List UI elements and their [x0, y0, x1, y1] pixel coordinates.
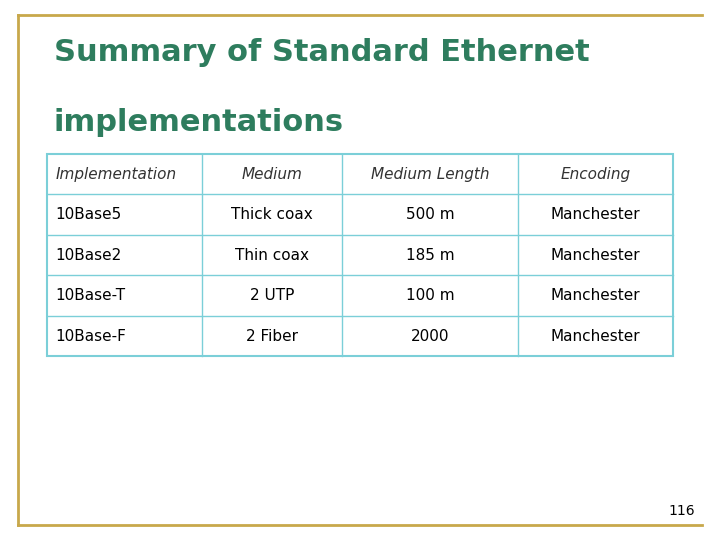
Text: 2 UTP: 2 UTP — [250, 288, 294, 303]
Text: Thin coax: Thin coax — [235, 248, 309, 262]
Text: Manchester: Manchester — [551, 248, 641, 262]
Text: 116: 116 — [668, 504, 695, 518]
Text: 10Base5: 10Base5 — [55, 207, 122, 222]
Text: 10Base-F: 10Base-F — [55, 329, 126, 343]
Text: Medium Length: Medium Length — [371, 167, 490, 181]
Text: Thick coax: Thick coax — [231, 207, 312, 222]
Text: Manchester: Manchester — [551, 207, 641, 222]
Bar — [47, 154, 673, 356]
Text: 500 m: 500 m — [406, 207, 454, 222]
Text: 100 m: 100 m — [406, 288, 454, 303]
Text: 2000: 2000 — [411, 329, 449, 343]
Text: 10Base-T: 10Base-T — [55, 288, 125, 303]
Text: implementations: implementations — [54, 108, 344, 137]
Text: 2 Fiber: 2 Fiber — [246, 329, 298, 343]
Text: Encoding: Encoding — [561, 167, 631, 181]
Text: Medium: Medium — [241, 167, 302, 181]
Text: Implementation: Implementation — [55, 167, 176, 181]
Text: Manchester: Manchester — [551, 329, 641, 343]
Text: Manchester: Manchester — [551, 288, 641, 303]
Text: Summary of Standard Ethernet: Summary of Standard Ethernet — [54, 38, 590, 67]
Text: 10Base2: 10Base2 — [55, 248, 122, 262]
Text: 185 m: 185 m — [406, 248, 454, 262]
